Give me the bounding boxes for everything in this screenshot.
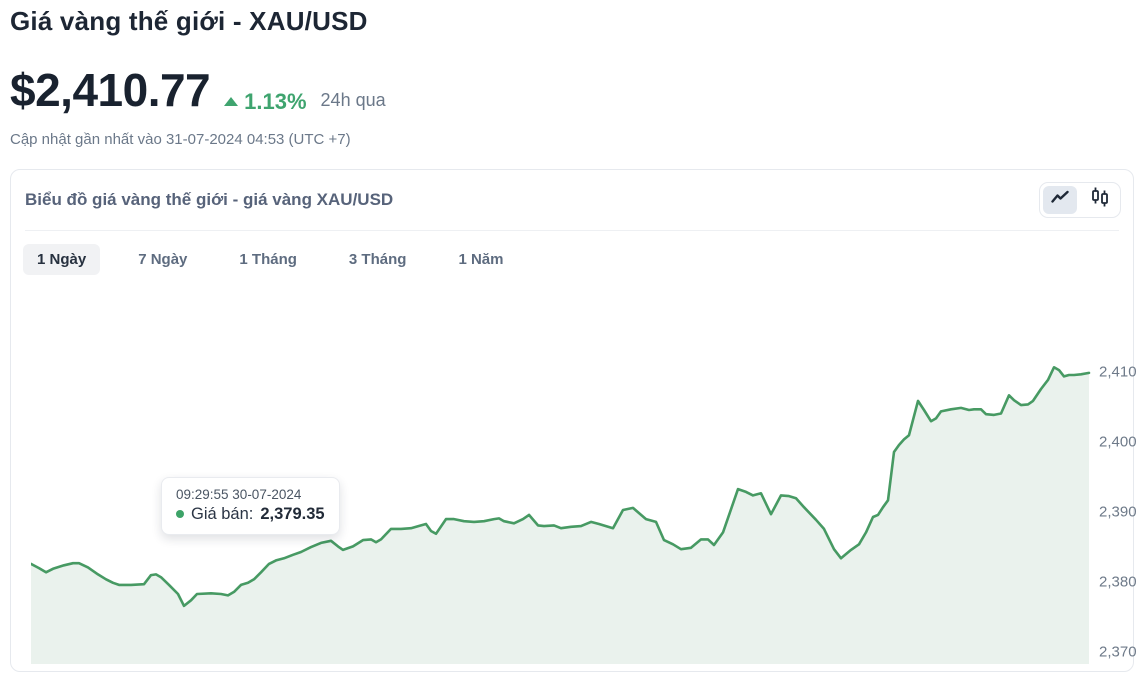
header-divider xyxy=(25,229,1119,231)
tooltip-value: 2,379.35 xyxy=(260,504,325,523)
y-axis: 2,410 2,400 2,390 2,380 2,370 xyxy=(1099,347,1144,664)
y-tick: 2,390 xyxy=(1099,503,1137,521)
tooltip-price-line: Giá bán: 2,379.35 xyxy=(176,505,325,524)
line-chart-icon xyxy=(1051,190,1069,209)
candlestick-chart-icon xyxy=(1090,186,1110,213)
chart-title: Biểu đồ giá vàng thế giới - giá vàng XAU… xyxy=(25,189,394,209)
price-change: 1.13% xyxy=(224,88,307,115)
chart-type-toggle xyxy=(1039,181,1121,218)
y-tick: 2,380 xyxy=(1099,573,1137,591)
chart-area-fill xyxy=(31,366,1089,664)
tab-1-thang[interactable]: 1 Tháng xyxy=(239,250,297,268)
y-tick: 2,400 xyxy=(1099,433,1137,451)
tooltip-label: Giá bán: xyxy=(191,504,254,523)
y-tick: 2,370 xyxy=(1099,643,1137,661)
chart-card: Biểu đồ giá vàng thế giới - giá vàng XAU… xyxy=(10,168,1137,672)
series-dot-icon xyxy=(176,510,184,518)
up-triangle-icon xyxy=(224,97,239,106)
timeframe-tabs: 1 Ngày 7 Ngày 1 Tháng 3 Tháng 1 Năm xyxy=(11,231,1133,288)
page-title: Giá vàng thế giới - XAU/USD xyxy=(10,6,368,36)
tooltip-timestamp: 09:29:55 30-07-2024 xyxy=(176,486,302,502)
change-percent: 1.13% xyxy=(244,88,307,114)
chart-price-line xyxy=(31,365,1091,607)
gold-price-page: Giá vàng thế giới - XAU/USD $2,410.77 1.… xyxy=(0,6,1144,672)
tab-1-nam[interactable]: 1 Năm xyxy=(458,250,504,268)
tab-3-thang[interactable]: 3 Tháng xyxy=(348,250,407,268)
y-tick: 2,410 xyxy=(1099,363,1137,381)
last-updated-text: Cập nhật gần nhất vào 31-07-2024 04:53 (… xyxy=(10,130,351,148)
current-price: $2,410.77 xyxy=(10,64,211,116)
change-period: 24h qua xyxy=(320,90,386,110)
tab-1-ngay[interactable]: 1 Ngày xyxy=(23,243,101,275)
tab-7-ngay[interactable]: 7 Ngày xyxy=(138,250,188,268)
chart-card-header: Biểu đồ giá vàng thế giới - giá vàng XAU… xyxy=(11,170,1133,230)
price-row: $2,410.77 1.13% 24h qua xyxy=(10,67,1134,115)
price-line-chart[interactable] xyxy=(31,347,1091,664)
line-chart-button[interactable] xyxy=(1043,185,1077,214)
chart-tooltip: 09:29:55 30-07-2024 Giá bán: 2,379.35 xyxy=(161,476,340,535)
candlestick-chart-button[interactable] xyxy=(1083,186,1117,214)
